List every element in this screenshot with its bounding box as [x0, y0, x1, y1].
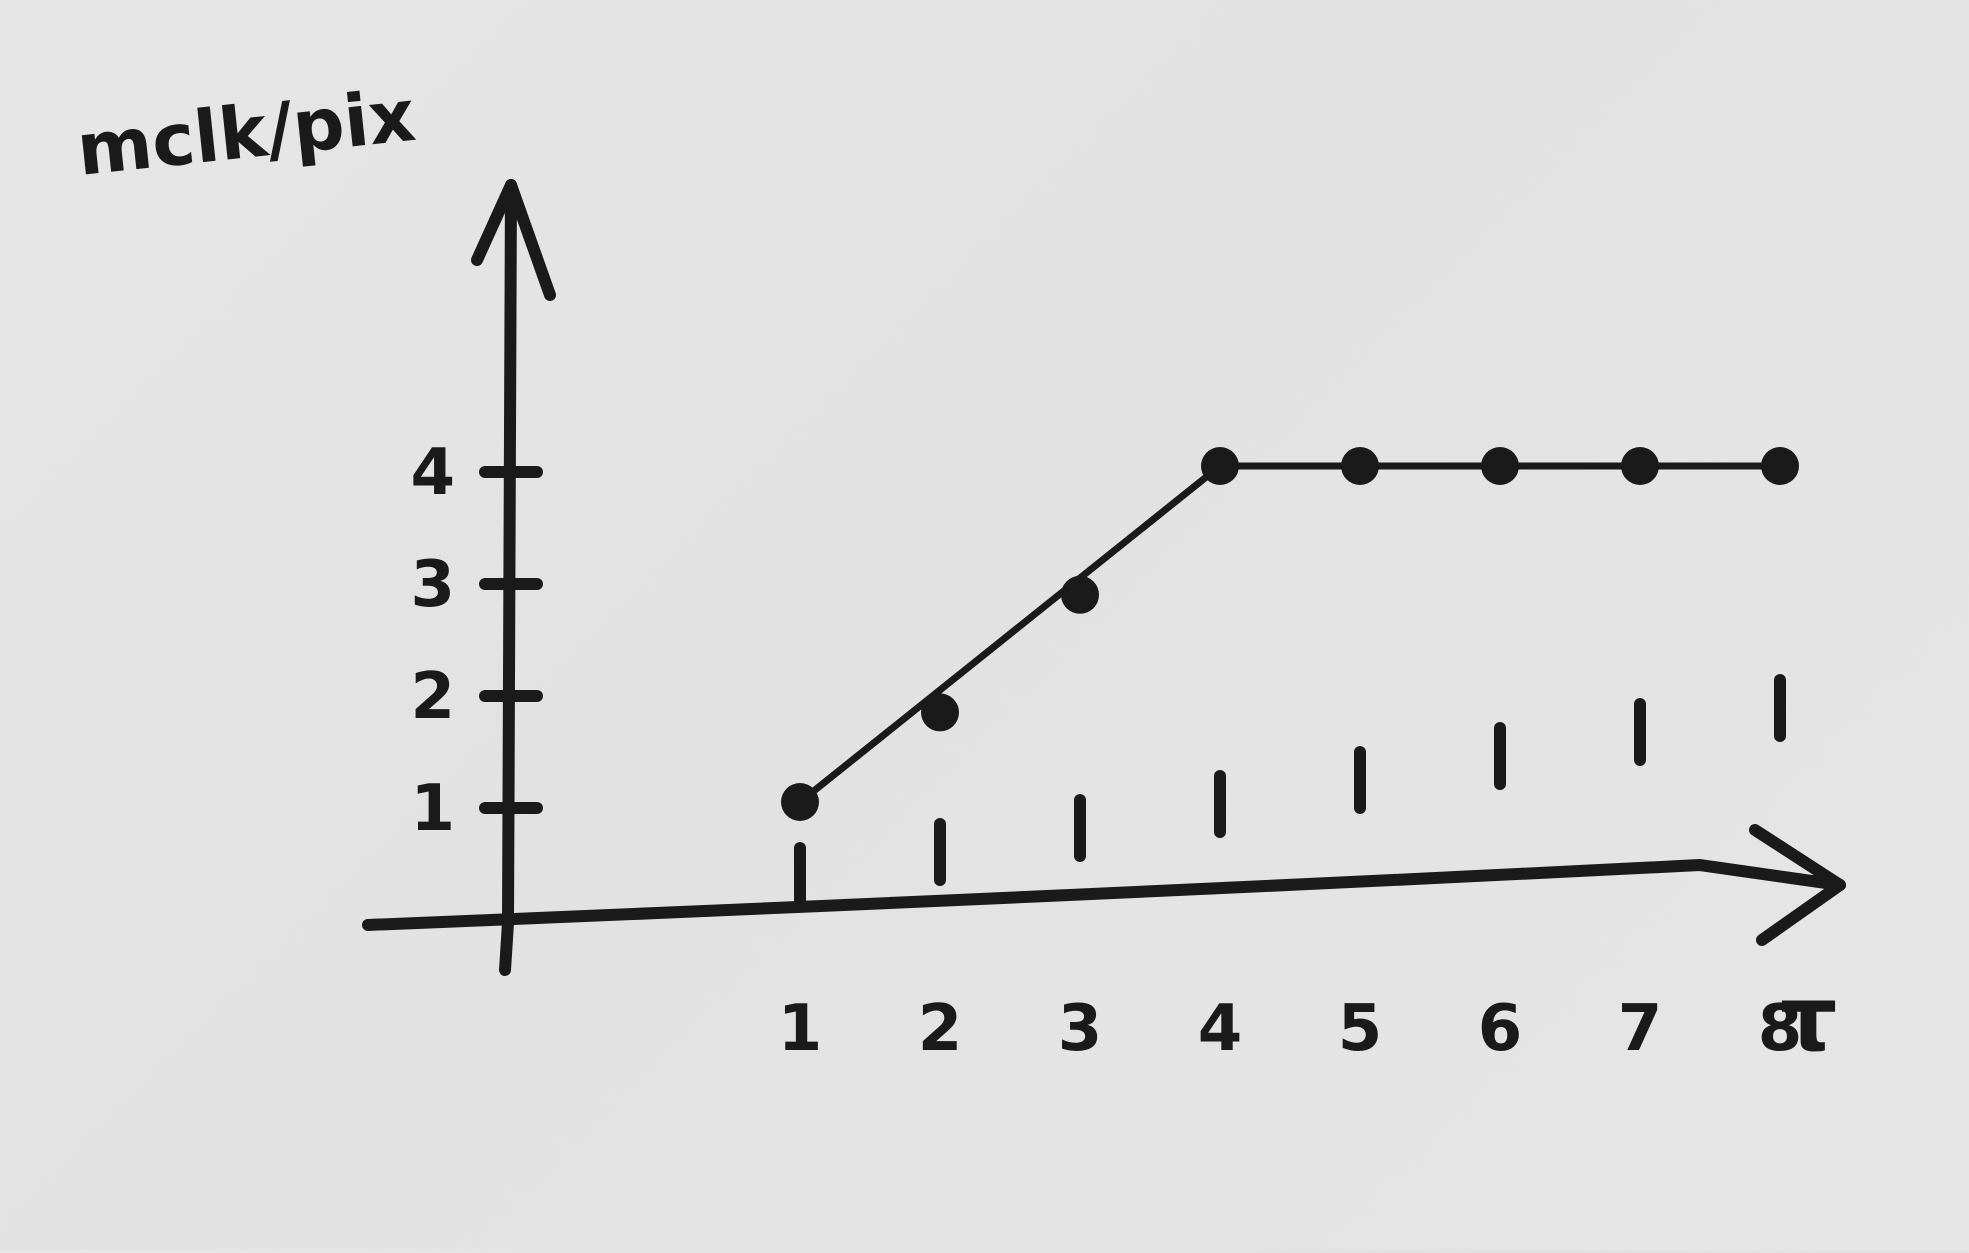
y-axis-line	[499, 179, 517, 976]
y-axis-arrowhead	[471, 179, 556, 301]
x-axis-label: τ	[1780, 967, 1837, 1072]
data-point-4	[1201, 447, 1239, 485]
y-tick-label-1: 1	[410, 772, 455, 846]
chart-tick-labels: 1 2 3 4 5 6 7 8 1 2 3 4	[410, 436, 1802, 1066]
data-point-1	[781, 783, 819, 821]
x-tick-label-1: 1	[778, 992, 823, 1066]
x-tick-label-6: 6	[1478, 992, 1523, 1066]
x-tick-label-2: 2	[918, 992, 963, 1066]
data-point-3	[1061, 575, 1099, 614]
chart-axes	[362, 179, 1846, 976]
data-point-8	[1761, 447, 1799, 485]
chart-points-group	[781, 447, 1799, 821]
x-axis-arrowhead	[1749, 824, 1846, 946]
chart-trend-line-group	[796, 462, 1784, 806]
y-tick-label-4: 4	[410, 436, 455, 510]
data-point-6	[1481, 447, 1519, 485]
x-tick-label-4: 4	[1198, 992, 1243, 1066]
y-tick-label-3: 3	[410, 548, 455, 622]
y-axis-label: mclk/pix	[73, 73, 419, 192]
x-tick-label-8: 8	[1758, 992, 1803, 1066]
trend-line	[796, 462, 1784, 806]
x-tick-label-7: 7	[1618, 992, 1663, 1066]
data-point-5	[1341, 447, 1379, 485]
y-tick-label-2: 2	[410, 660, 455, 734]
x-tick-label-3: 3	[1058, 992, 1103, 1066]
data-point-7	[1621, 447, 1659, 485]
x-tick-label-5: 5	[1338, 992, 1383, 1066]
x-axis-line	[362, 858, 1846, 931]
data-point-2	[921, 693, 959, 732]
